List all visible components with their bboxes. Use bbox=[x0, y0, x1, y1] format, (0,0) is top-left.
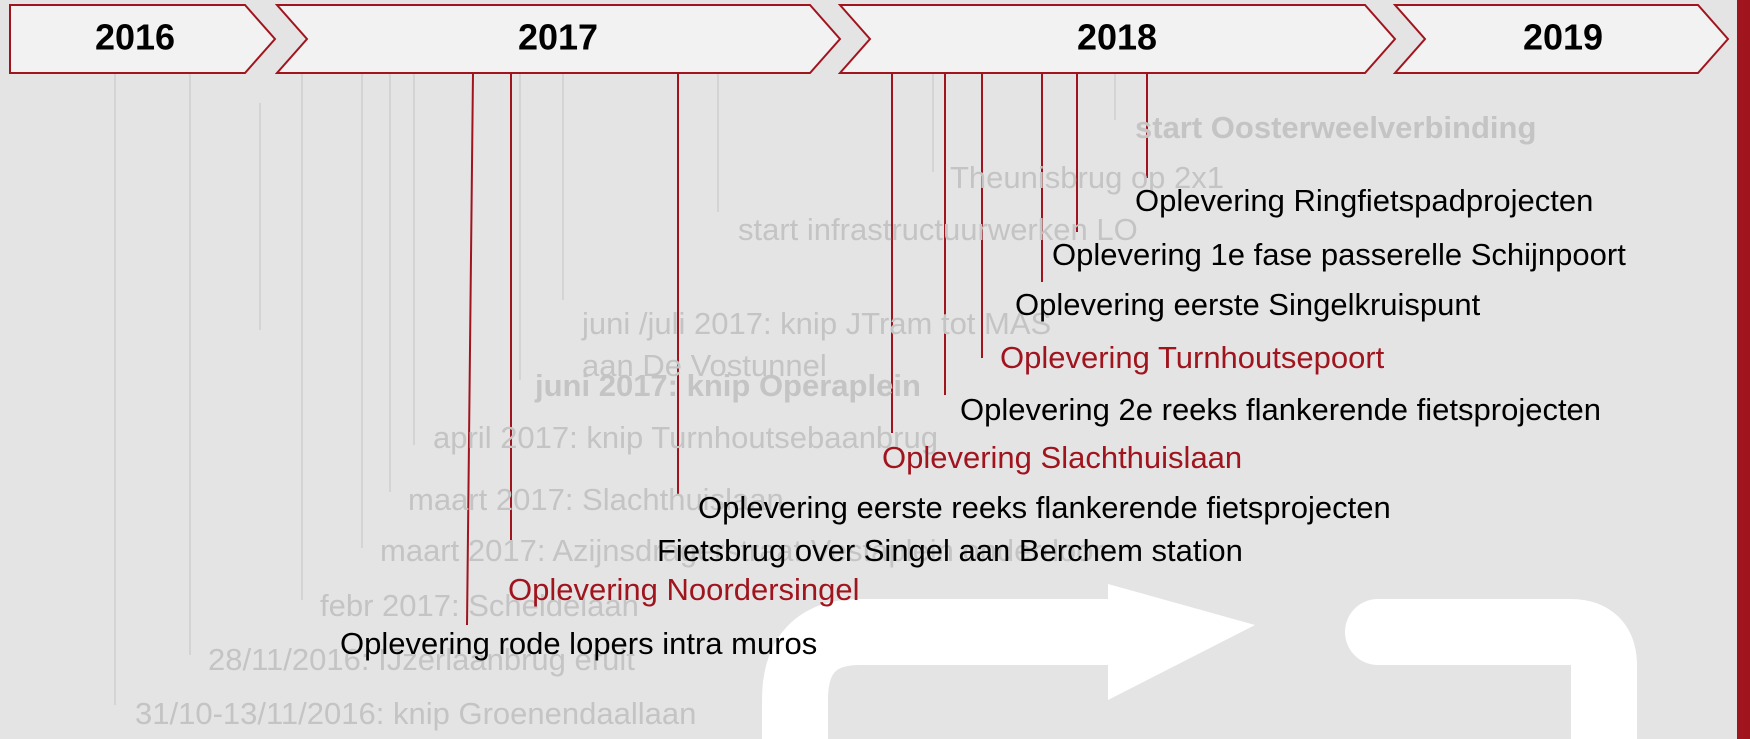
milestone: Oplevering Turnhoutsepoort bbox=[1000, 340, 1385, 375]
milestone: Oplevering eerste reeks flankerende fiet… bbox=[698, 490, 1391, 525]
milestone: Oplevering Noordersingel bbox=[508, 572, 860, 607]
milestone: Oplevering Slachthuislaan bbox=[882, 440, 1242, 475]
year-label: 2019 bbox=[1523, 17, 1603, 58]
page: { "years": ["2016", "2017", "2018", "201… bbox=[0, 0, 1750, 739]
arrow-right bbox=[1378, 632, 1604, 739]
timeline: start OosterweelverbindingTheunisbrug op… bbox=[0, 0, 1750, 739]
background-milestone: 31/10-13/11/2016: knip Groenendaallaan bbox=[135, 696, 696, 731]
milestone: Oplevering 1e fase passerelle Schijnpoor… bbox=[1052, 237, 1626, 272]
background-milestone: start Oosterweelverbinding bbox=[1135, 110, 1536, 145]
milestone: Oplevering Ringfietspadprojecten bbox=[1135, 183, 1593, 218]
background-milestone: juni /juli 2017: knip JTram tot MAS bbox=[581, 306, 1051, 341]
year-label: 2017 bbox=[518, 17, 598, 58]
milestone: Oplevering eerste Singelkruispunt bbox=[1015, 287, 1481, 322]
arrow-left bbox=[795, 632, 1130, 739]
milestone: Oplevering rode lopers intra muros bbox=[340, 626, 817, 661]
year-label: 2018 bbox=[1077, 17, 1157, 58]
milestone: Oplevering 2e reeks flankerende fietspro… bbox=[960, 392, 1601, 427]
background-milestone: juni 2017: knip Operaplein bbox=[534, 368, 921, 403]
edge-stripe bbox=[1737, 0, 1750, 739]
background-milestone: april 2017: knip Turnhoutsebaanbrug bbox=[433, 420, 938, 455]
year-bar: 2016 2017 2018 2019 bbox=[10, 5, 1728, 73]
year-label: 2016 bbox=[95, 17, 175, 58]
arrow-head bbox=[1108, 584, 1255, 700]
milestone: Fietsbrug over Singel aan Berchem statio… bbox=[657, 533, 1243, 568]
